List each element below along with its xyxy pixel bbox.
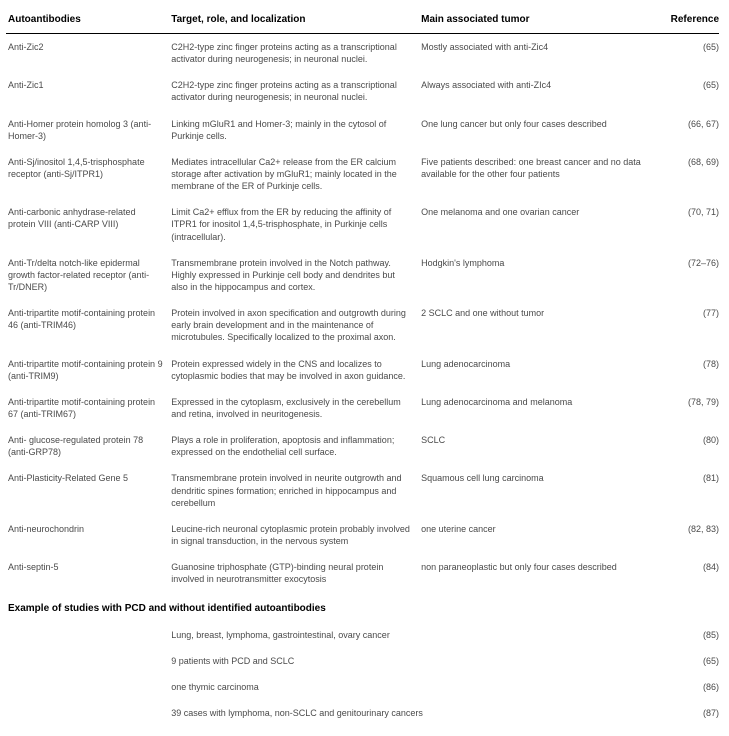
cell-description: one thymic carcinoma bbox=[169, 674, 654, 700]
table-row: Anti-Tr/delta notch-like epidermal growt… bbox=[6, 250, 719, 300]
cell-c3: Hodgkin's lymphoma bbox=[419, 250, 654, 300]
cell-reference: (66, 67) bbox=[654, 111, 719, 149]
cell-c3: One melanoma and one ovarian cancer bbox=[419, 199, 654, 249]
cell-c1: Anti-Homer protein homolog 3 (anti-Homer… bbox=[6, 111, 169, 149]
cell-description: 39 cases with lymphoma, non-SCLC and gen… bbox=[169, 700, 654, 726]
table-row: one thymic carcinoma(86) bbox=[6, 674, 719, 700]
table-row: Anti-tripartite motif-containing protein… bbox=[6, 300, 719, 350]
cell-c3: Mostly associated with anti-Zic4 bbox=[419, 34, 654, 73]
cell-reference: (72–76) bbox=[654, 250, 719, 300]
table-row: Anti-tripartite motif-containing protein… bbox=[6, 351, 719, 389]
cell-description: Lung, breast, lymphoma, gastrointestinal… bbox=[169, 622, 654, 648]
cell-reference: (78) bbox=[654, 351, 719, 389]
cell-c1: Anti-Plasticity-Related Gene 5 bbox=[6, 465, 169, 515]
cell-c2: Linking mGluR1 and Homer-3; mainly in th… bbox=[169, 111, 419, 149]
cell-c2: Protein expressed widely in the CNS and … bbox=[169, 351, 419, 389]
cell-reference: (82, 83) bbox=[654, 516, 719, 554]
cell-c1: Anti-Tr/delta notch-like epidermal growt… bbox=[6, 250, 169, 300]
autoantibodies-table-wrap: Autoantibodies Target, role, and localiz… bbox=[0, 0, 729, 736]
table-row: Anti-Homer protein homolog 3 (anti-Homer… bbox=[6, 111, 719, 149]
cell-c3: Five patients described: one breast canc… bbox=[419, 149, 654, 199]
autoantibodies-table: Autoantibodies Target, role, and localiz… bbox=[6, 8, 719, 726]
cell-c3: SCLC bbox=[419, 427, 654, 465]
cell-reference: (81) bbox=[654, 465, 719, 515]
cell-c2: Guanosine triphosphate (GTP)-binding neu… bbox=[169, 554, 419, 592]
header-reference: Reference bbox=[654, 8, 719, 34]
cell-reference: (86) bbox=[654, 674, 719, 700]
cell-c1: Anti-Sj/inositol 1,4,5-trisphosphate rec… bbox=[6, 149, 169, 199]
cell-c3: One lung cancer but only four cases desc… bbox=[419, 111, 654, 149]
cell-empty bbox=[6, 622, 169, 648]
table-row: Anti- glucose-regulated protein 78 (anti… bbox=[6, 427, 719, 465]
header-autoantibodies: Autoantibodies bbox=[6, 8, 169, 34]
cell-reference: (65) bbox=[654, 34, 719, 73]
cell-c3: Squamous cell lung carcinoma bbox=[419, 465, 654, 515]
cell-empty bbox=[6, 700, 169, 726]
table-row: Lung, breast, lymphoma, gastrointestinal… bbox=[6, 622, 719, 648]
cell-c2: Transmembrane protein involved in neurit… bbox=[169, 465, 419, 515]
cell-c2: Protein involved in axon specification a… bbox=[169, 300, 419, 350]
cell-c1: Anti-Zic2 bbox=[6, 34, 169, 73]
table-row: Anti-carbonic anhydrase-related protein … bbox=[6, 199, 719, 249]
cell-c3: non paraneoplastic but only four cases d… bbox=[419, 554, 654, 592]
cell-c2: C2H2-type zinc finger proteins acting as… bbox=[169, 34, 419, 73]
cell-c2: Transmembrane protein involved in the No… bbox=[169, 250, 419, 300]
cell-reference: (65) bbox=[654, 72, 719, 110]
cell-empty bbox=[6, 674, 169, 700]
table-row: Anti-neurochondrinLeucine-rich neuronal … bbox=[6, 516, 719, 554]
cell-c1: Anti-septin-5 bbox=[6, 554, 169, 592]
cell-c1: Anti-tripartite motif-containing protein… bbox=[6, 389, 169, 427]
cell-c1: Anti-Zic1 bbox=[6, 72, 169, 110]
cell-reference: (87) bbox=[654, 700, 719, 726]
cell-c3: 2 SCLC and one without tumor bbox=[419, 300, 654, 350]
cell-c2: Limit Ca2+ efflux from the ER by reducin… bbox=[169, 199, 419, 249]
header-tumor: Main associated tumor bbox=[419, 8, 654, 34]
cell-c1: Anti-carbonic anhydrase-related protein … bbox=[6, 199, 169, 249]
cell-c2: C2H2-type zinc finger proteins acting as… bbox=[169, 72, 419, 110]
cell-c3: one uterine cancer bbox=[419, 516, 654, 554]
cell-description: 9 patients with PCD and SCLC bbox=[169, 648, 654, 674]
table-row: Anti-tripartite motif-containing protein… bbox=[6, 389, 719, 427]
cell-empty bbox=[6, 648, 169, 674]
table-row: Anti-septin-5Guanosine triphosphate (GTP… bbox=[6, 554, 719, 592]
cell-reference: (68, 69) bbox=[654, 149, 719, 199]
cell-c2: Plays a role in proliferation, apoptosis… bbox=[169, 427, 419, 465]
table-row: Anti-Plasticity-Related Gene 5Transmembr… bbox=[6, 465, 719, 515]
cell-reference: (78, 79) bbox=[654, 389, 719, 427]
cell-c1: Anti-neurochondrin bbox=[6, 516, 169, 554]
cell-reference: (65) bbox=[654, 648, 719, 674]
cell-c1: Anti- glucose-regulated protein 78 (anti… bbox=[6, 427, 169, 465]
cell-c3: Always associated with anti-ZIc4 bbox=[419, 72, 654, 110]
cell-c2: Expressed in the cytoplasm, exclusively … bbox=[169, 389, 419, 427]
cell-c1: Anti-tripartite motif-containing protein… bbox=[6, 351, 169, 389]
cell-c2: Leucine-rich neuronal cytoplasmic protei… bbox=[169, 516, 419, 554]
cell-c3: Lung adenocarcinoma and melanoma bbox=[419, 389, 654, 427]
table-row: Anti-Zic2C2H2-type zinc finger proteins … bbox=[6, 34, 719, 73]
cell-c2: Mediates intracellular Ca2+ release from… bbox=[169, 149, 419, 199]
cell-reference: (70, 71) bbox=[654, 199, 719, 249]
cell-reference: (77) bbox=[654, 300, 719, 350]
section-header: Example of studies with PCD and without … bbox=[6, 592, 719, 622]
cell-reference: (80) bbox=[654, 427, 719, 465]
section-header-row: Example of studies with PCD and without … bbox=[6, 592, 719, 622]
cell-reference: (85) bbox=[654, 622, 719, 648]
table-row: Anti-Zic1C2H2-type zinc finger proteins … bbox=[6, 72, 719, 110]
table-row: Anti-Sj/inositol 1,4,5-trisphosphate rec… bbox=[6, 149, 719, 199]
cell-reference: (84) bbox=[654, 554, 719, 592]
cell-c3: Lung adenocarcinoma bbox=[419, 351, 654, 389]
table-row: 39 cases with lymphoma, non-SCLC and gen… bbox=[6, 700, 719, 726]
table-row: 9 patients with PCD and SCLC(65) bbox=[6, 648, 719, 674]
cell-c1: Anti-tripartite motif-containing protein… bbox=[6, 300, 169, 350]
table-header-row: Autoantibodies Target, role, and localiz… bbox=[6, 8, 719, 34]
header-target: Target, role, and localization bbox=[169, 8, 419, 34]
